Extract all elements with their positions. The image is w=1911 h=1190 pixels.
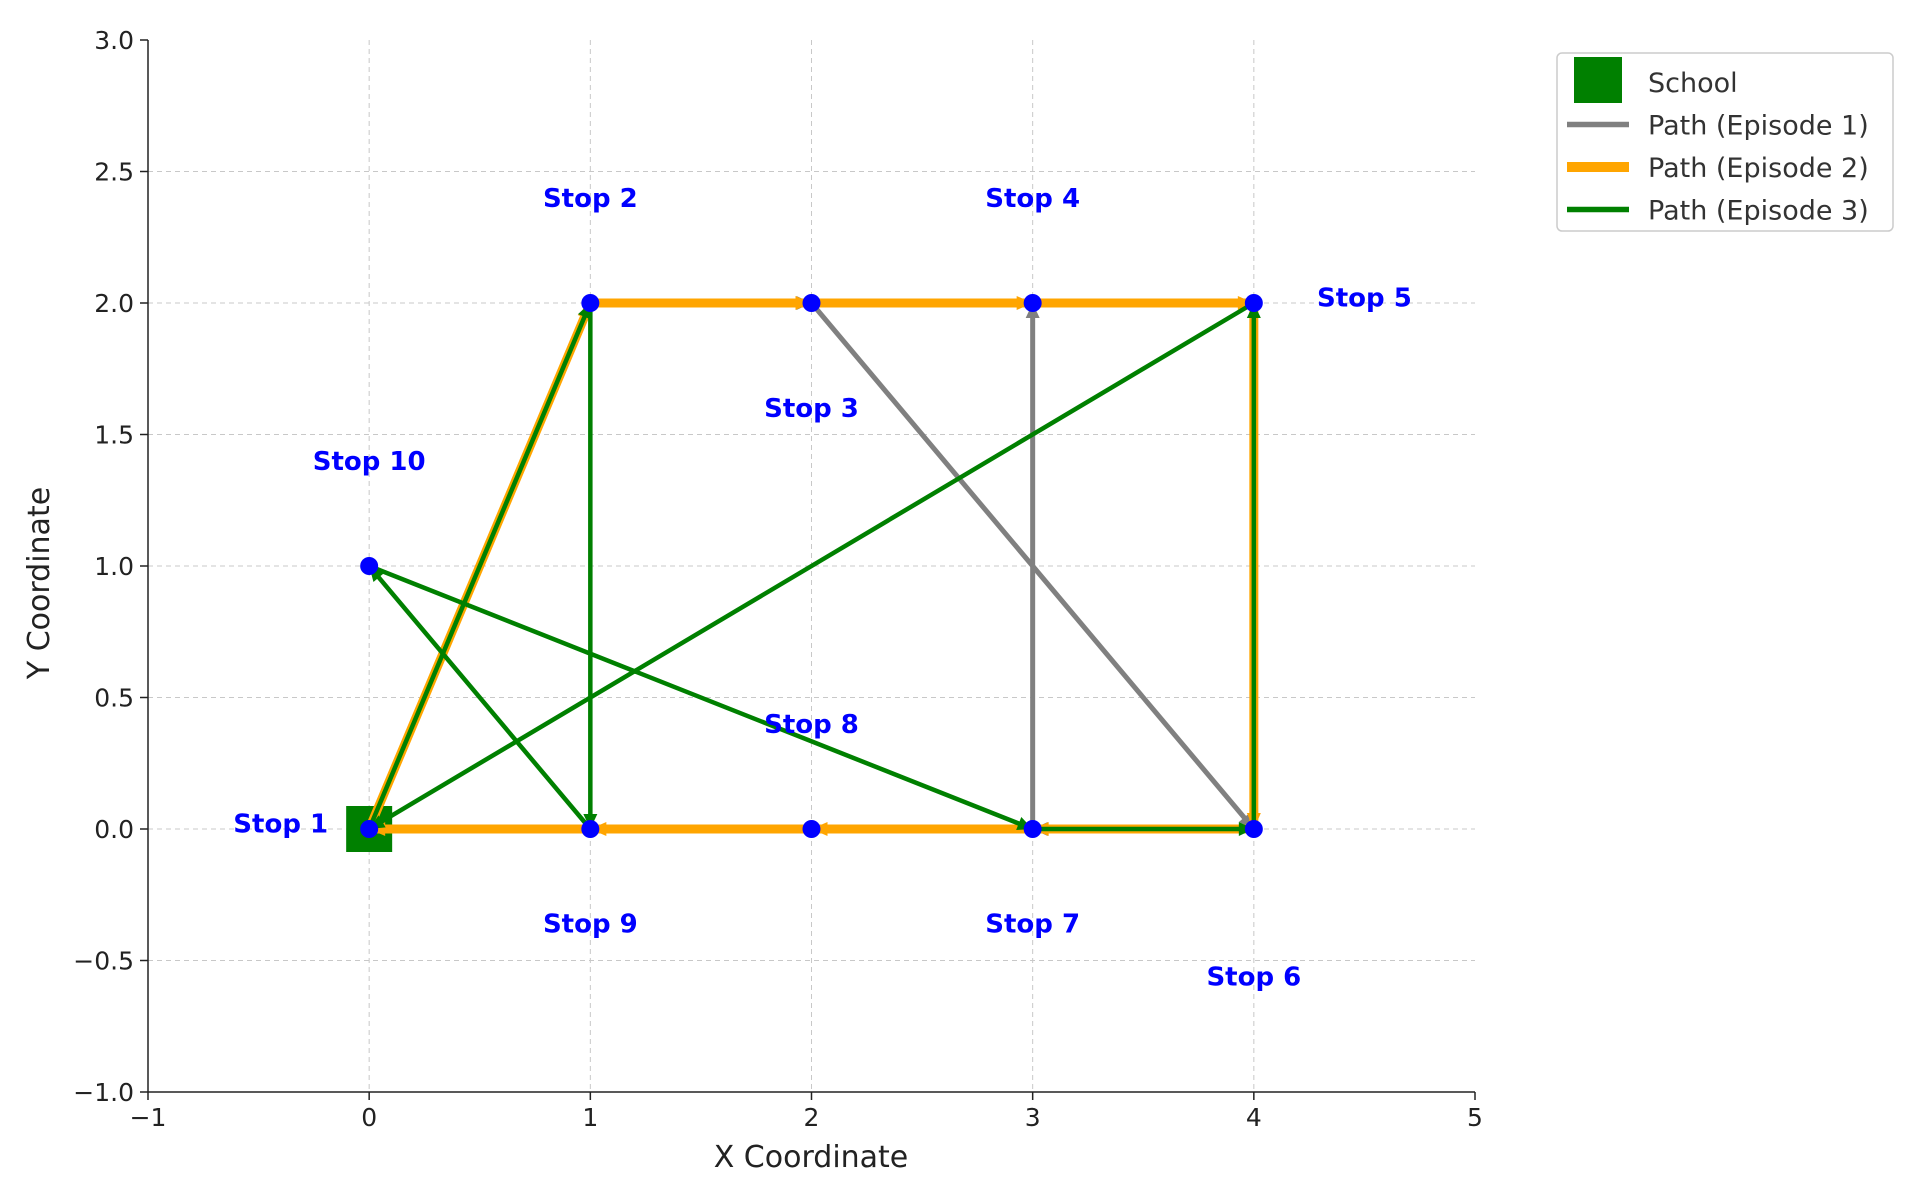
stop-label: Stop 9 bbox=[543, 910, 638, 940]
x-axis-label: X Coordinate bbox=[714, 1140, 909, 1175]
stop-marker bbox=[1244, 820, 1263, 838]
stop-marker bbox=[1244, 294, 1263, 312]
legend-swatch-school bbox=[1574, 57, 1622, 103]
stop-label: Stop 5 bbox=[1317, 284, 1412, 314]
stop-label: Stop 7 bbox=[985, 910, 1080, 940]
stop-marker bbox=[1023, 294, 1042, 312]
axes: −1 0 1 2 3 4 5 −1.0 −0.5 0.0 0.5 1.0 1.5 2.0 2.5 3.0 bbox=[73, 26, 1483, 1132]
stop-marker bbox=[802, 294, 821, 312]
y-tick-label: 1.5 bbox=[94, 421, 134, 450]
stop-marker bbox=[360, 820, 379, 838]
y-tick-label: 3.0 bbox=[94, 26, 134, 55]
stop-marker bbox=[581, 820, 600, 838]
paths bbox=[346, 296, 1261, 852]
path-segment bbox=[366, 563, 593, 832]
legend-label: Path (Episode 3) bbox=[1648, 196, 1869, 227]
x-tick-label: −1 bbox=[130, 1103, 167, 1132]
y-tick-label: 2.5 bbox=[94, 158, 134, 187]
y-axis-label: Y Coordinate bbox=[22, 487, 57, 680]
stop-label: Stop 1 bbox=[233, 810, 328, 840]
x-tick-label: 1 bbox=[582, 1103, 598, 1132]
y-tick-label: 0.0 bbox=[94, 815, 134, 844]
legend-label: Path (Episode 1) bbox=[1648, 111, 1869, 142]
path-segment bbox=[366, 563, 1035, 832]
stop-marker bbox=[802, 820, 821, 838]
stop-label: Stop 2 bbox=[543, 184, 638, 214]
legend-box bbox=[1556, 52, 1894, 232]
x-tick-label: 2 bbox=[804, 1103, 820, 1132]
x-tick-label: 4 bbox=[1246, 1103, 1262, 1132]
y-tick-label: 0.5 bbox=[94, 684, 134, 713]
stop-label: Stop 3 bbox=[764, 394, 859, 424]
stop-label: Stop 10 bbox=[313, 447, 426, 477]
y-tick-label: 2.0 bbox=[94, 289, 134, 318]
legend: School Path (Episode 1) Path (Episode 2) Pa… bbox=[1556, 52, 1894, 232]
x-tick-label: 3 bbox=[1025, 1103, 1041, 1132]
y-tick-label: −0.5 bbox=[73, 947, 134, 976]
y-tick-label: −1.0 bbox=[73, 1078, 134, 1107]
x-tick-label: 0 bbox=[361, 1103, 377, 1132]
path-segment bbox=[366, 300, 1257, 832]
stop-label: Stop 8 bbox=[764, 710, 859, 740]
y-tick-label: 1.0 bbox=[94, 552, 134, 581]
legend-label: School bbox=[1648, 68, 1738, 99]
stop-label: Stop 6 bbox=[1206, 962, 1301, 992]
legend-label: Path (Episode 2) bbox=[1648, 153, 1869, 184]
stop-marker bbox=[360, 557, 379, 575]
stop-marker bbox=[1023, 820, 1042, 838]
stop-labels: Stop 1 Stop 2 Stop 3 Stop 4 Stop 5 Stop 6 Stop… bbox=[233, 184, 1411, 992]
stop-markers bbox=[360, 294, 1263, 838]
stop-marker bbox=[581, 294, 600, 312]
x-tick-label: 5 bbox=[1467, 1103, 1483, 1132]
path-segment bbox=[366, 300, 593, 832]
stop-label: Stop 4 bbox=[985, 184, 1080, 214]
